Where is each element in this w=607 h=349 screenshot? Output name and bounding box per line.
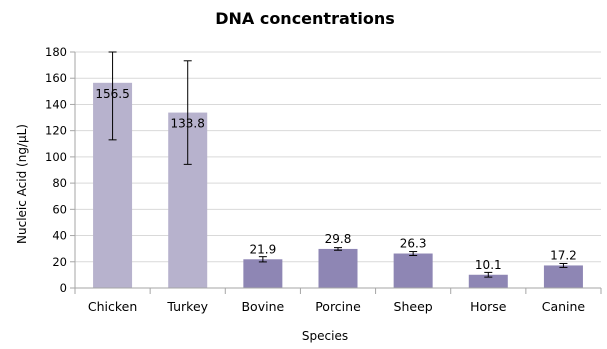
y-tick-label: 80	[52, 176, 67, 190]
chart-title: DNA concentrations	[215, 9, 395, 28]
bars	[93, 82, 583, 288]
x-tick-label-canine: Canine	[542, 299, 586, 314]
y-axis-label: Nucleic Acid (ng/µL)	[15, 124, 29, 244]
y-tick-label: 60	[52, 202, 67, 216]
x-tick-label-turkey: Turkey	[166, 299, 208, 314]
data-labels: 156.5 133.8 21.9 29.8 26.3 10.1 17.2	[95, 87, 576, 272]
error-bars	[108, 51, 568, 278]
data-label-bovine: 21.9	[249, 242, 276, 256]
y-tick-label: 120	[45, 124, 67, 138]
x-tick-label-chicken: Chicken	[88, 299, 137, 314]
y-tick-label: 0	[60, 281, 67, 295]
bar-bovine	[243, 259, 283, 288]
y-tick-label: 180	[45, 45, 67, 59]
y-tick-label: 160	[45, 71, 67, 85]
data-label-porcine: 29.8	[325, 232, 352, 246]
x-axis-categories: Chicken Turkey Bovine Porcine Sheep Horse Cani…	[88, 299, 586, 314]
y-tick-label: 40	[52, 229, 67, 243]
bar-porcine	[318, 248, 358, 288]
y-tick-label: 100	[45, 150, 67, 164]
data-label-canine: 17.2	[550, 248, 577, 262]
bar-sheep	[393, 253, 433, 288]
bar-horse	[468, 274, 508, 288]
y-tick-label: 20	[52, 255, 67, 269]
y-axis-ticks: 0 20 40 60 80 100 120 140 160 180	[45, 45, 67, 295]
x-tick-label-sheep: Sheep	[394, 299, 433, 314]
data-label-sheep: 26.3	[400, 237, 427, 251]
x-axis-label: Species	[302, 329, 348, 343]
x-tick-label-bovine: Bovine	[241, 299, 284, 314]
data-label-horse: 10.1	[475, 258, 502, 272]
x-tick-label-porcine: Porcine	[315, 299, 361, 314]
y-tick-label: 140	[45, 97, 67, 111]
data-label-chicken: 156.5	[95, 87, 129, 101]
axes	[70, 51, 602, 294]
x-tick-label-horse: Horse	[470, 299, 507, 314]
data-label-turkey: 133.8	[171, 117, 205, 131]
bar-canine	[543, 265, 583, 288]
gridlines	[75, 51, 601, 263]
